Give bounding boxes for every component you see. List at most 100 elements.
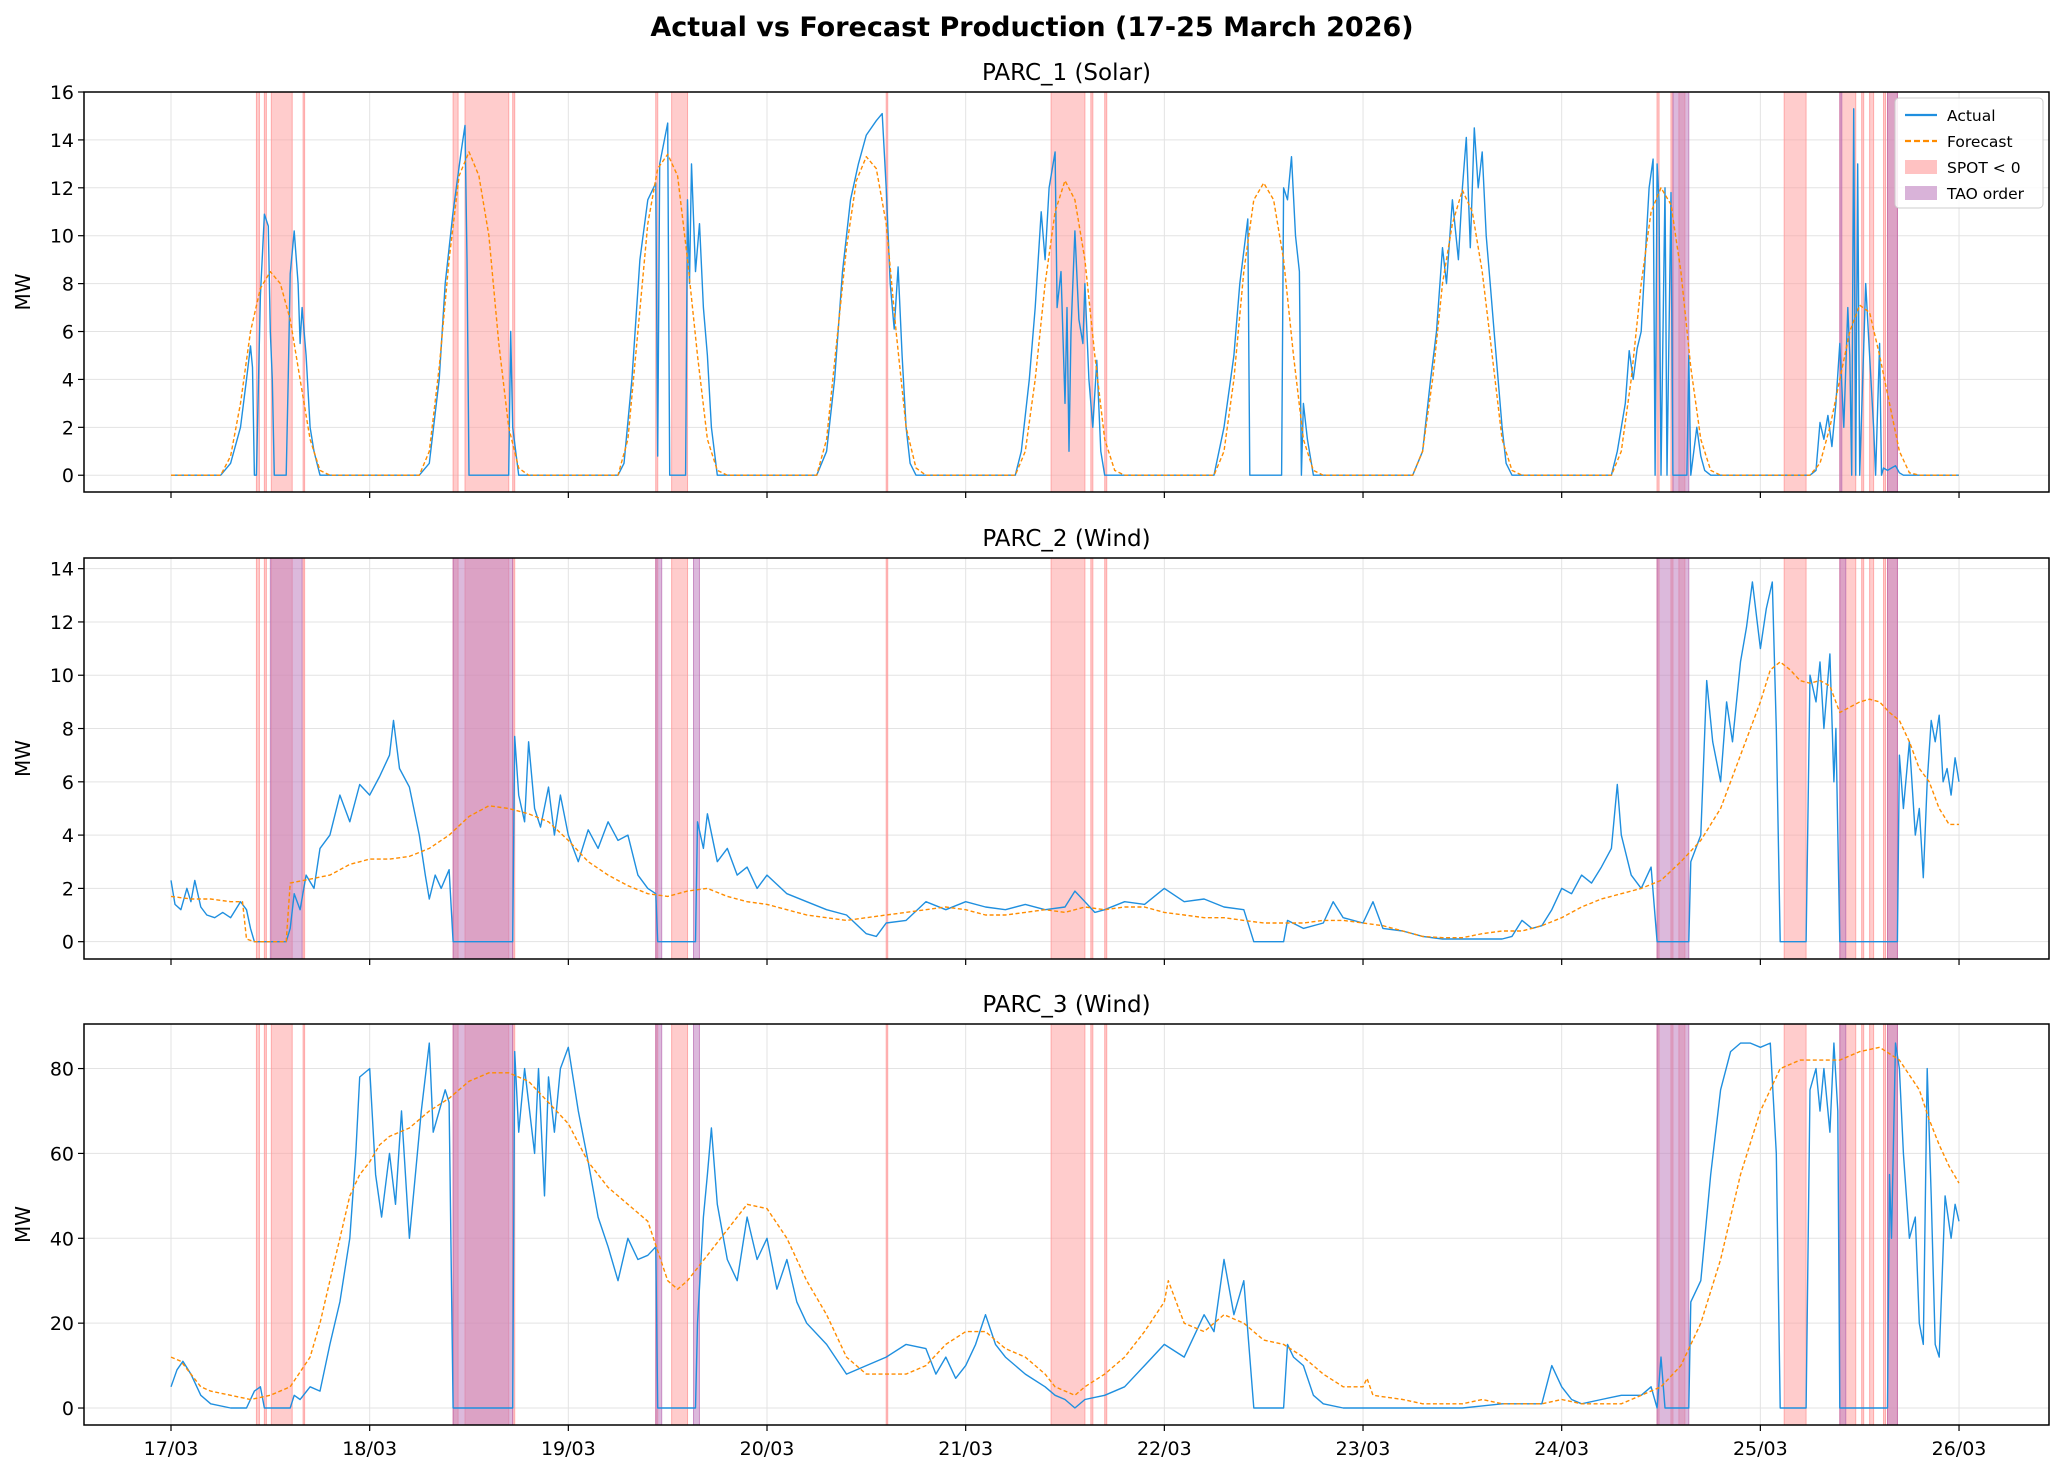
spot-negative-band [1861,1024,1865,1425]
spot-negative-band [512,92,516,492]
spot-negative-band [671,92,689,492]
spot-negative-band [1783,1024,1807,1425]
spot-negative-band [1090,1024,1094,1425]
tao-order-band [452,558,514,959]
axes-frame [83,1023,2050,1426]
y-tick-label: 0 [62,932,74,954]
spot-negative-band [885,558,889,959]
x-tick-label: 23/03 [1336,1438,1391,1460]
y-tick-label: 12 [50,612,74,634]
spot-negative-band [1104,1024,1108,1425]
tao-order-band [1656,558,1690,959]
tao-order-band [269,558,303,959]
spot-negative-band [1783,92,1807,492]
y-tick-label: 16 [50,82,74,104]
tao-order-band [655,1024,663,1425]
tao-order-band [1656,1024,1690,1425]
spot-negative-band [885,92,889,492]
spot-negative-band [1869,558,1875,959]
spot-negative-band [1783,558,1807,959]
y-tick-label: 80 [50,1059,74,1081]
legend: Actual Forecast SPOT < 0 TAO order [1894,97,2044,209]
spot-negative-band [270,1024,293,1425]
tao-order-band [1887,92,1898,492]
y-tick-label: 10 [50,665,74,687]
tao-order-band [452,1024,514,1425]
panel-title: PARC_3 (Wind) [982,992,1150,1018]
y-tick-label: 0 [62,1398,74,1420]
y-tick-label: 12 [50,178,74,200]
y-axis-label: MW [11,1206,35,1243]
forecast-line [170,1046,1960,1405]
tao-order-band [1839,1024,1847,1425]
y-axis-label: MW [11,273,35,310]
y-tick-label: 10 [50,226,74,248]
spot-negative-band [1883,558,1887,959]
spot-negative-band [263,1024,267,1425]
panel-title: PARC_1 (Solar) [982,60,1151,86]
panel-2: 0 2 4 6 8 10 12 14 PARC_2 (Wind) MW [11,526,2050,965]
spot-negative-band [302,558,306,959]
forecast-line [171,151,1959,476]
y-tick-label: 6 [62,772,74,794]
y-tick-label: 4 [62,825,74,847]
spot-negative-band [1104,92,1108,492]
spot-negative-band [1861,558,1865,959]
y-tick-label: 40 [50,1228,74,1250]
spot-negative-band [263,92,267,492]
legend-label: Actual [1947,107,1996,125]
panel-3: 0 20 40 60 80 17/03 18/03 19/03 20/03 21/03 22/03 2… [11,992,2050,1460]
figure-title: Actual vs Forecast Production (17-25 Mar… [650,12,1413,43]
spot-negative-band [1104,558,1108,959]
shading [255,558,1898,959]
x-tick-label: 22/03 [1137,1438,1192,1460]
x-tick-label: 25/03 [1733,1438,1788,1460]
tao-order-band [1839,558,1847,959]
y-tick-label: 2 [62,878,74,900]
panel-1: 0 2 4 6 8 10 12 14 16 PARC_1 (Solar) MW [11,60,2050,498]
panel-title: PARC_2 (Wind) [982,526,1150,552]
actual-line [170,1042,1960,1409]
y-tick-label: 14 [50,559,74,581]
spot-negative-band [1869,92,1875,492]
y-tick-label: 0 [62,465,74,487]
y-tick-label: 8 [62,719,74,741]
y-tick-label: 6 [62,322,74,344]
spot-negative-band [1050,92,1086,492]
legend-swatch-spot-0 [1905,160,1937,174]
spot-negative-band [1090,558,1094,959]
spot-negative-band [885,1024,889,1425]
panels: 0 2 4 6 8 10 12 14 16 PARC_1 (Solar) MW 0 2 4 6 8 10 12 14… [11,60,2050,1460]
y-tick-label: 20 [50,1313,74,1335]
spot-negative-band [263,558,267,959]
axes-frame [83,91,2050,493]
axes-frame [83,557,2050,960]
spot-negative-band [1869,1024,1875,1425]
spot-negative-band [1050,558,1086,959]
legend-box [1894,97,2044,209]
spot-negative-band [1883,1024,1887,1425]
x-tick-label: 17/03 [144,1438,199,1460]
spot-negative-band [302,92,306,492]
y-axis-label: MW [11,740,35,777]
spot-negative-band [1883,92,1887,492]
y-tick-label: 8 [62,274,74,296]
spot-negative-band [1656,92,1660,492]
x-tick-label: 26/03 [1932,1438,1987,1460]
legend-swatch-tao-order [1905,186,1937,200]
x-tick-label: 19/03 [541,1438,596,1460]
x-tick-label: 24/03 [1534,1438,1589,1460]
series-lines [170,1042,1960,1409]
spot-negative-band [1050,1024,1086,1425]
spot-negative-band [270,92,293,492]
tao-order-band [693,1024,700,1425]
tao-order-band [1887,558,1898,959]
spot-negative-band [1861,92,1865,492]
spot-negative-band [452,92,459,492]
spot-negative-band [255,558,260,959]
y-tick-label: 60 [50,1143,74,1165]
series-lines [171,108,1959,476]
shading [255,1024,1898,1425]
